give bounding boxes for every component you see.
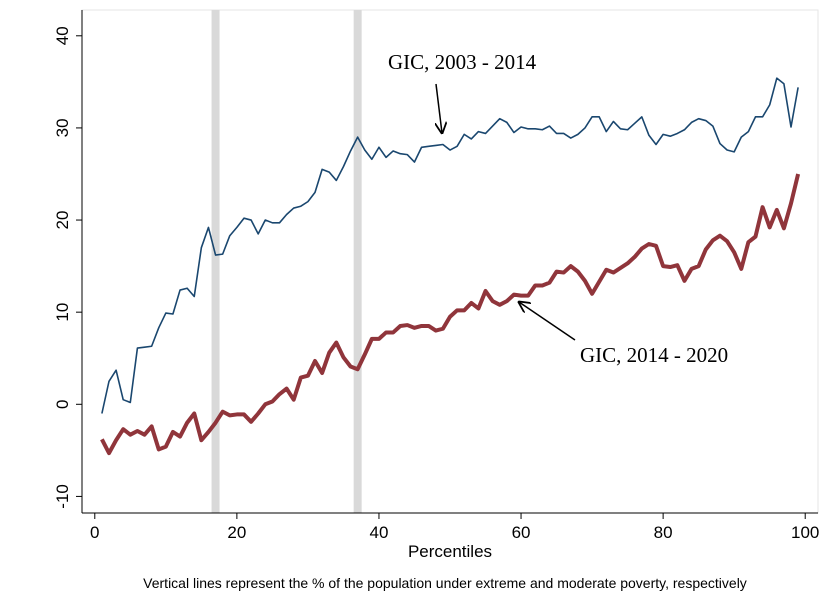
x-tick-label: 0	[90, 523, 99, 542]
x-tick-label: 80	[654, 523, 673, 542]
plot-area	[100, 10, 801, 513]
annotation: GIC, 2003 - 2014	[388, 50, 537, 74]
x-tick-label: 60	[512, 523, 531, 542]
y-tick-label: 0	[53, 400, 72, 409]
annotation-arrow	[519, 302, 576, 341]
x-tick-label: 40	[369, 523, 388, 542]
annotation-arrow	[436, 83, 442, 133]
y-tick-label: 40	[53, 26, 72, 45]
series-line	[100, 173, 801, 456]
y-tick-label: 20	[53, 211, 72, 230]
y-tick-label: -10	[53, 484, 72, 509]
x-axis-label: Percentiles	[408, 542, 492, 561]
plot-frame	[81, 9, 819, 514]
series-line	[101, 77, 799, 414]
y-tick-label: 30	[53, 118, 72, 137]
annotation: GIC, 2014 - 2020	[580, 343, 728, 367]
x-tick-label: 20	[227, 523, 246, 542]
y-tick-label: 10	[53, 303, 72, 322]
x-tick-label: 100	[791, 523, 819, 542]
note: Vertical lines represent the % of the po…	[143, 575, 747, 591]
